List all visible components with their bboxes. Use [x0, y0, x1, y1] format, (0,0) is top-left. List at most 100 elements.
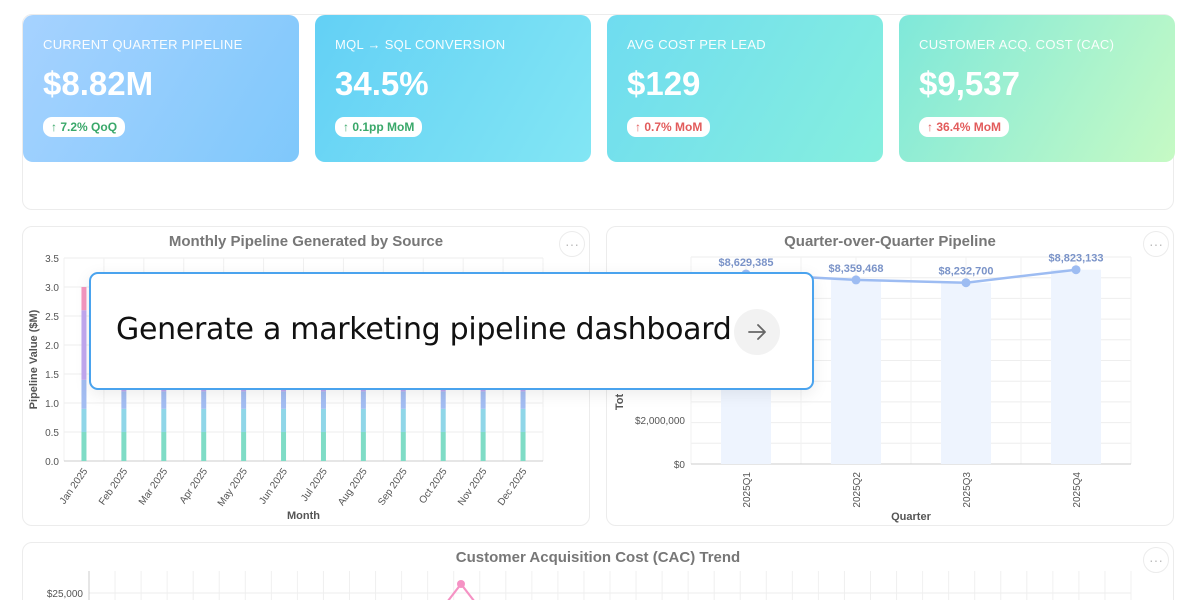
kpi-change-text: 36.4% MoM [936, 120, 1002, 134]
bar-segment [201, 432, 207, 461]
bar-segment [480, 408, 486, 432]
y-tick-label: 0.5 [45, 428, 59, 439]
more-options-button[interactable]: ··· [559, 231, 585, 257]
bar-segment [320, 391, 326, 409]
y-tick-label: 1.5 [45, 370, 59, 381]
x-axis-label: Month [287, 510, 320, 522]
bar-segment [121, 432, 127, 461]
x-tick-label: Dec 2025 [496, 466, 530, 508]
x-tick-label: Jul 2025 [299, 466, 330, 504]
kpi-card-cac: CUSTOMER ACQ. COST (CAC) $9,537 ↑ 36.4% … [899, 15, 1175, 162]
bar-segment [520, 408, 526, 432]
kpi-panel: CURRENT QUARTER PIPELINE $8.82M ↑ 7.2% Q… [22, 14, 1175, 210]
arrow-up-icon: ↑ [343, 120, 349, 134]
arrow-right-icon [748, 324, 766, 340]
kpi-change-badge: ↑ 0.1pp MoM [335, 117, 423, 137]
kpi-card-cost-per-lead: AVG COST PER LEAD $129 ↑ 0.7% MoM [607, 15, 883, 162]
bar-segment [161, 408, 167, 432]
more-options-button[interactable]: ··· [1143, 547, 1169, 573]
data-label: $8,629,385 [718, 257, 773, 269]
y-tick-label: $0 [674, 460, 686, 471]
arrow-up-icon: ↑ [635, 120, 641, 134]
bar-segment [241, 432, 247, 461]
kpi-value: $9,537 [919, 65, 1020, 102]
y-tick-label: 1.0 [45, 399, 59, 410]
data-label: $8,232,700 [938, 266, 993, 278]
y-tick-label: $25,000 [47, 589, 84, 600]
y-axis-label: Tot [614, 394, 626, 411]
bar-segment [281, 391, 287, 409]
kpi-label: CUSTOMER ACQ. COST (CAC) [919, 37, 1115, 52]
bar-segment [81, 310, 87, 380]
x-tick-label: Jun 2025 [257, 466, 290, 506]
bar-segment [201, 408, 207, 432]
x-tick-label: Aug 2025 [336, 466, 370, 508]
x-tick-label: Nov 2025 [456, 466, 490, 508]
bar-segment [81, 287, 87, 311]
y-tick-label: 2.5 [45, 312, 59, 323]
chart-title: Monthly Pipeline Generated by Source [168, 233, 444, 250]
chart-title: Customer Acquisition Cost (CAC) Trend [455, 549, 741, 566]
submit-button[interactable] [734, 309, 780, 355]
kpi-card-pipeline: CURRENT QUARTER PIPELINE $8.82M ↑ 7.2% Q… [23, 15, 299, 162]
prompt-box[interactable]: Generate a marketing pipeline dashboard [89, 272, 814, 390]
bar-segment [360, 432, 366, 461]
bar-segment [360, 391, 366, 409]
bar-segment [121, 408, 127, 432]
data-label: $8,823,133 [1048, 253, 1103, 265]
bar-segment [161, 432, 167, 461]
y-tick-label: $2,000,000 [635, 416, 685, 427]
bar-segment [281, 408, 287, 432]
kpi-change-badge: ↑ 36.4% MoM [919, 117, 1010, 137]
x-tick-label: May 2025 [216, 466, 250, 509]
data-point [961, 278, 971, 288]
prompt-text: Generate a marketing pipeline dashboard [116, 312, 732, 347]
chart-title: Quarter-over-Quarter Pipeline [784, 233, 996, 250]
bar [1051, 269, 1101, 464]
bar-segment [121, 391, 127, 409]
kpi-label: MQL → SQL CONVERSION [335, 37, 506, 52]
y-tick-label: 2.0 [45, 341, 59, 352]
x-tick-label: Sep 2025 [376, 466, 410, 508]
bar-segment [81, 379, 87, 409]
x-tick-label: 2025Q1 [742, 472, 753, 508]
y-tick-label: 0.0 [45, 457, 59, 468]
kpi-label: AVG COST PER LEAD [627, 37, 766, 52]
x-tick-label: 2025Q4 [1072, 472, 1083, 508]
bar-segment [440, 408, 446, 432]
y-tick-label: 3.0 [45, 283, 59, 294]
bar-segment [360, 408, 366, 432]
bar-segment [520, 432, 526, 461]
bar-segment [400, 432, 406, 461]
arrow-up-icon: ↑ [927, 120, 933, 134]
kpi-change-text: 0.7% MoM [644, 120, 703, 134]
bar-segment [400, 408, 406, 432]
bar-segment [201, 391, 207, 409]
bar-segment [81, 432, 87, 461]
bar [941, 282, 991, 464]
kpi-change-text: 0.1pp MoM [352, 120, 415, 134]
cac-trend-chart: $25,000 [47, 571, 1132, 600]
bar-segment [320, 432, 326, 461]
x-tick-label: Feb 2025 [97, 466, 130, 507]
bar-segment [161, 391, 167, 409]
arrow-up-icon: ↑ [51, 120, 57, 134]
bar-segment [400, 391, 406, 409]
bar-segment [241, 408, 247, 432]
more-options-button[interactable]: ··· [1143, 231, 1169, 257]
kpi-change-badge: ↑ 0.7% MoM [627, 117, 711, 137]
x-tick-label: 2025Q3 [962, 472, 973, 508]
kpi-change-text: 7.2% QoQ [60, 120, 118, 134]
kpi-card-conversion: MQL → SQL CONVERSION 34.5% ↑ 0.1pp MoM [315, 15, 591, 162]
bar-segment [480, 391, 486, 409]
kpi-label: CURRENT QUARTER PIPELINE [43, 37, 243, 52]
cac-trend-panel: Customer Acquisition Cost (CAC) Trend ··… [22, 542, 1174, 600]
y-tick-label: 3.5 [45, 254, 59, 265]
bar-segment [440, 432, 446, 461]
x-tick-label: 2025Q2 [852, 472, 863, 508]
kpi-change-badge: ↑ 7.2% QoQ [43, 117, 126, 137]
bar-segment [440, 391, 446, 409]
x-tick-label: Jan 2025 [58, 466, 91, 506]
bar-segment [241, 391, 247, 409]
x-tick-label: Mar 2025 [137, 466, 170, 507]
